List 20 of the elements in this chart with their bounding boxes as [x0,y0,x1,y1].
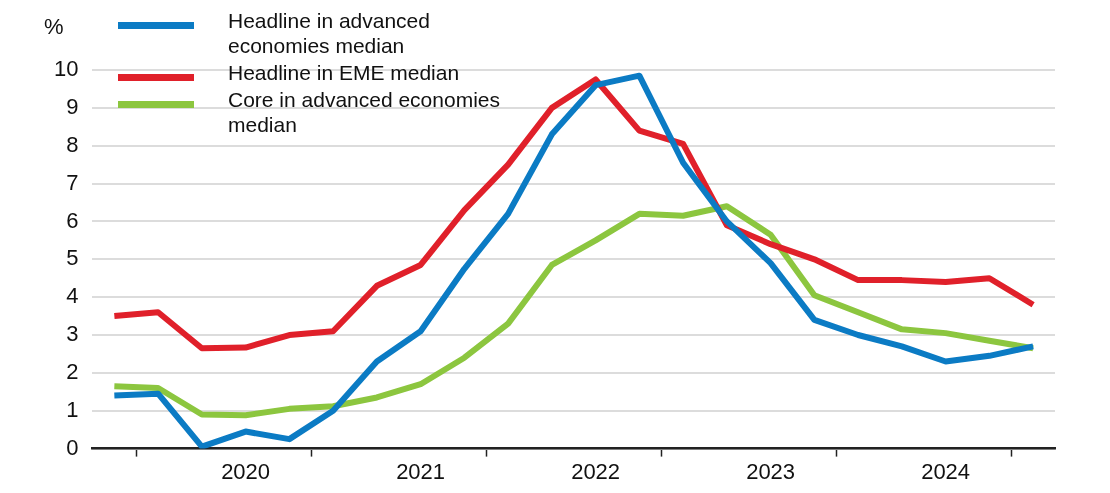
legend-label: Headline in advanced economies median [228,8,431,58]
y-tick-label: 9 [66,93,79,119]
x-tick-label: 2020 [221,458,271,484]
x-tick-label: 2021 [396,458,446,484]
y-tick-label: 7 [66,169,79,195]
y-tick-label: 10 [53,56,79,82]
y-tick-label: 6 [66,207,79,233]
y-tick-label: 2 [66,358,79,384]
y-tick-label: 0 [66,434,79,460]
legend-label: Headline in EME median [228,60,461,85]
y-tick-label: 3 [66,321,79,347]
y-tick-label: 5 [66,245,79,271]
y-axis-title: % [44,14,64,40]
y-tick-label: 1 [66,396,79,422]
y-tick-label: 8 [66,131,79,157]
x-tick-label: 2023 [746,458,796,484]
legend-label: Core in advanced economies median [228,87,501,137]
x-tick-label: 2024 [921,458,971,484]
x-tick-label: 2022 [571,458,621,484]
y-tick-label: 4 [66,283,79,309]
